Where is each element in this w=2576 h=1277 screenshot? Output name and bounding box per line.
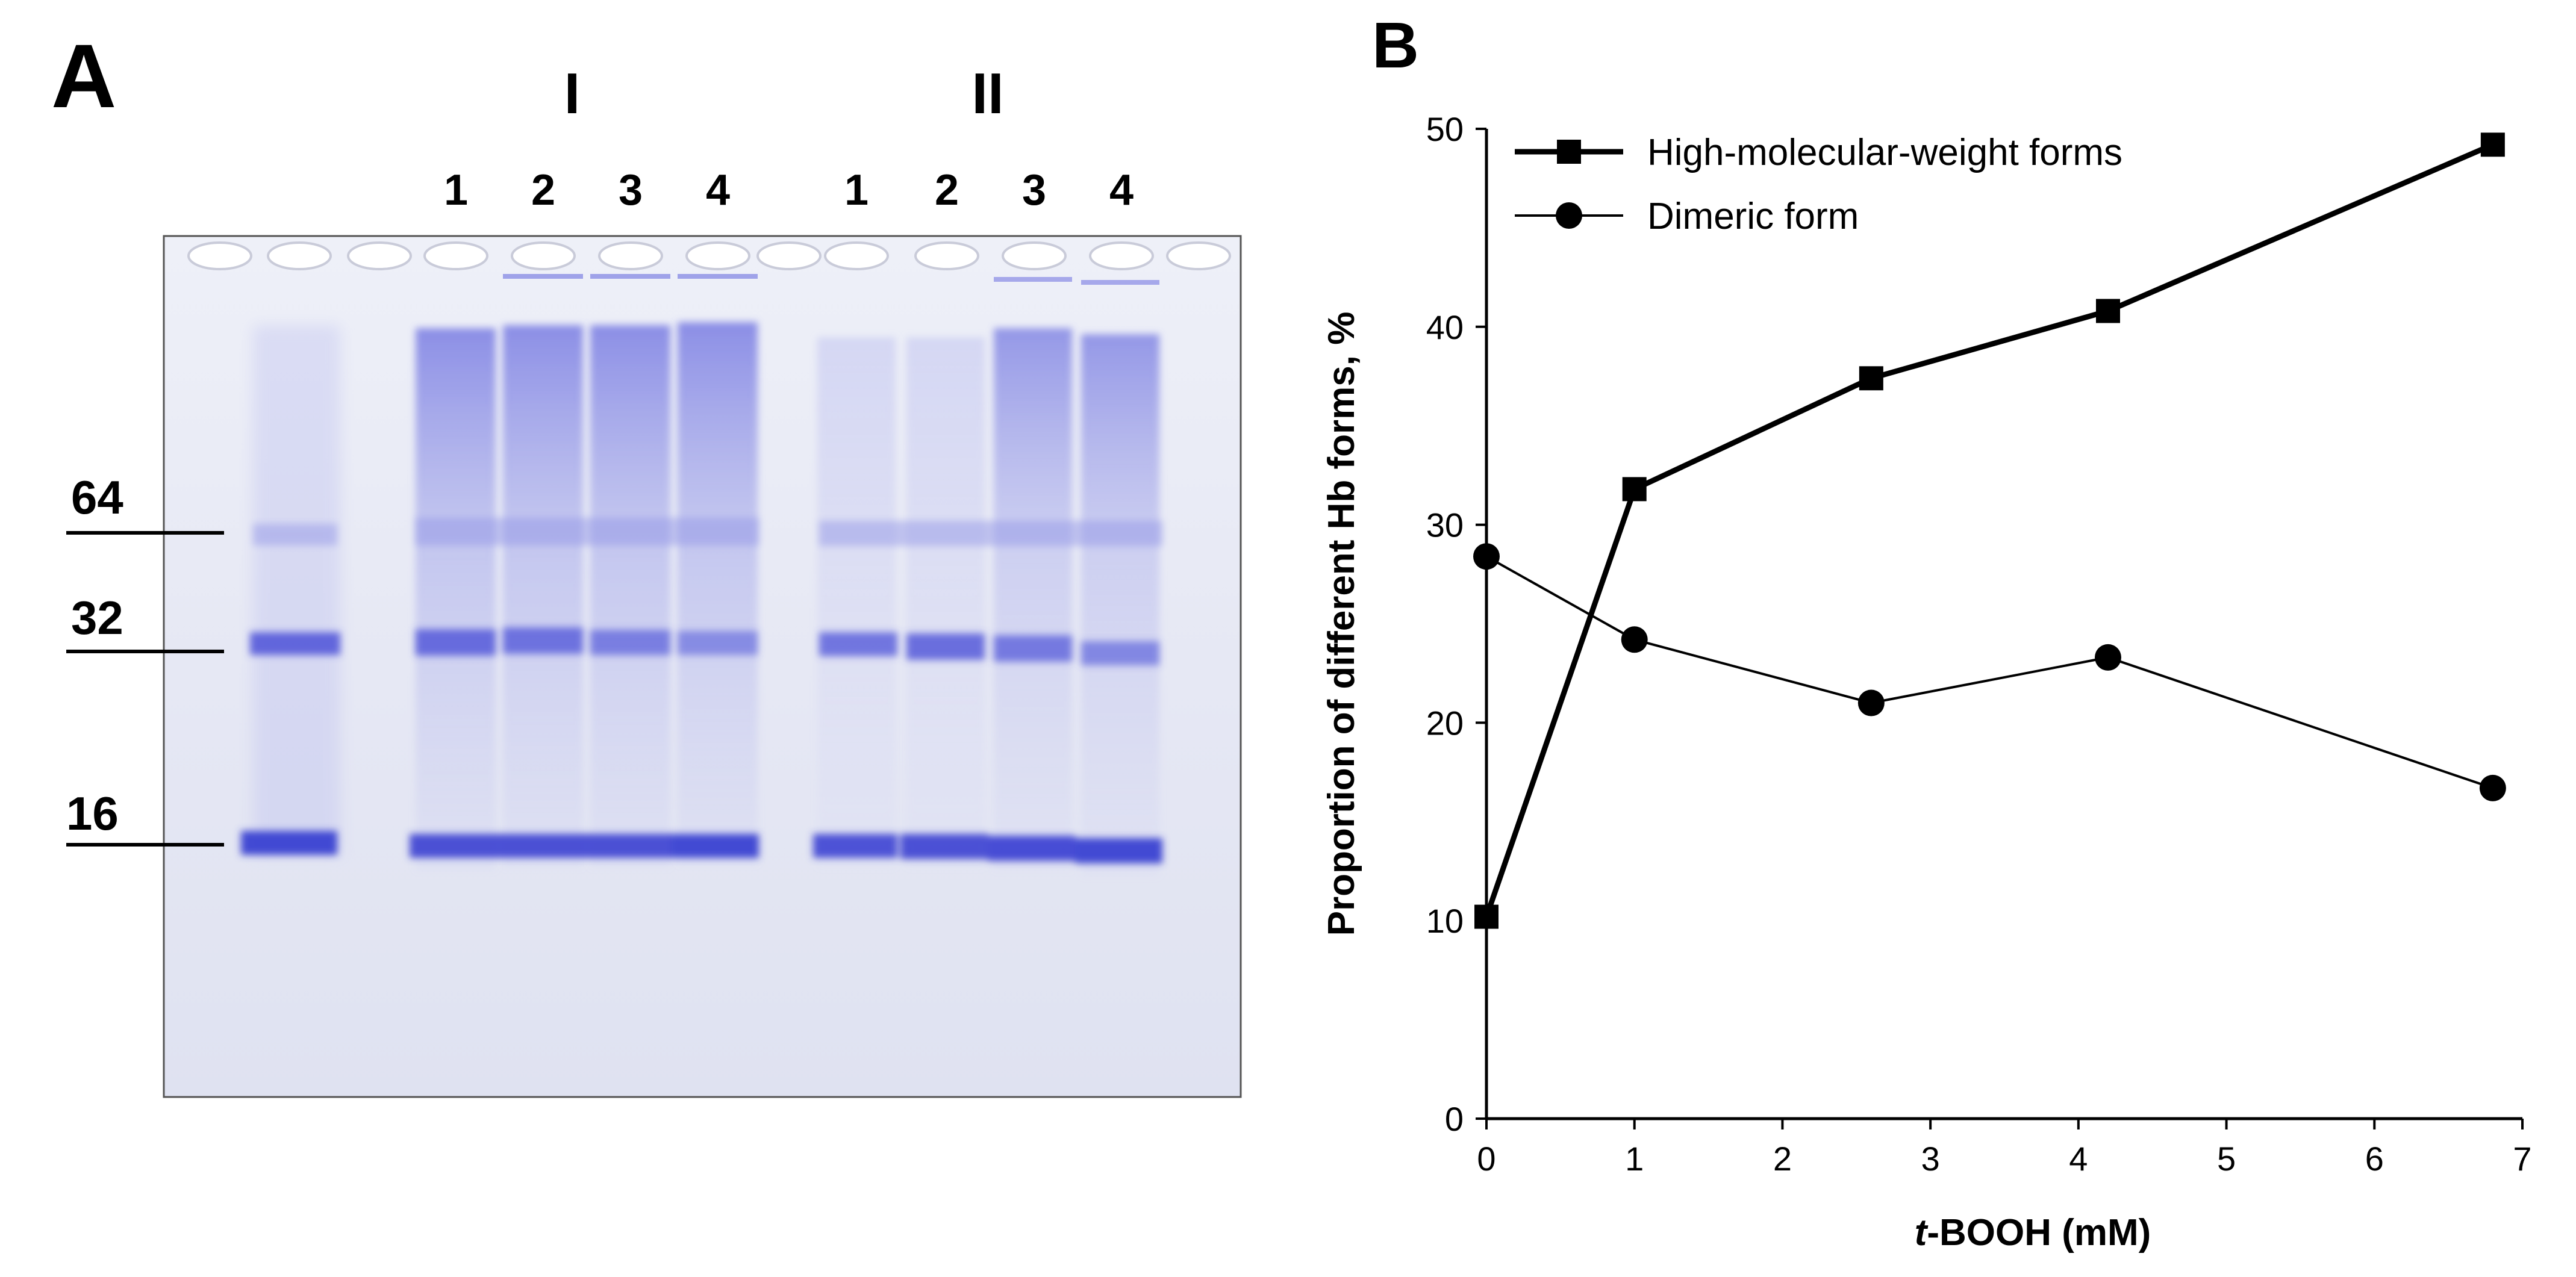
group-label-i: I — [564, 61, 581, 126]
marker-64: 64 — [66, 471, 224, 535]
lane-number-ii-3: 3 — [1022, 166, 1046, 214]
panel-a-letter: A — [51, 25, 116, 126]
marker-16-label: 16 — [66, 787, 119, 840]
data-point-high-molecular-weight — [1474, 904, 1499, 929]
y-tick-label: 20 — [1426, 704, 1464, 742]
x-tick-label: 5 — [2217, 1140, 2236, 1178]
chart-axes: 0 10 20 30 40 50 0 1 2 3 4 5 6 7 — [1426, 110, 2532, 1178]
y-tick-label: 30 — [1426, 506, 1464, 544]
legend-marker-square — [1557, 140, 1581, 164]
data-point-dimeric — [1473, 543, 1500, 570]
x-axis-label: t-BOOH (mM) — [1915, 1212, 2151, 1254]
y-axis-label: Proportion of different Hb forms, % — [1321, 312, 1362, 936]
y-tick-label: 50 — [1426, 110, 1464, 148]
x-tick-label: 1 — [1625, 1140, 1644, 1178]
marker-16: 16 — [66, 787, 224, 847]
gel-image — [163, 235, 1242, 1098]
lane-number-ii-4: 4 — [1109, 166, 1134, 214]
y-tick-label: 40 — [1426, 308, 1464, 346]
marker-64-label: 64 — [71, 471, 123, 524]
legend-label: Dimeric form — [1647, 196, 1859, 237]
x-tick-label: 4 — [2069, 1140, 2088, 1178]
lane-number-ii-1: 1 — [844, 166, 869, 214]
x-tick-label: 7 — [2513, 1140, 2531, 1178]
lane-number-ii-2: 2 — [935, 166, 959, 214]
legend-label: High-molecular-weight forms — [1647, 132, 2122, 173]
data-point-dimeric — [1621, 626, 1648, 653]
x-tick-label: 0 — [1477, 1140, 1495, 1178]
lane-number-i-4: 4 — [706, 166, 730, 214]
data-point-high-molecular-weight — [2096, 299, 2120, 323]
data-point-dimeric — [2479, 774, 2506, 801]
x-axis-label-italic: t — [1915, 1212, 1929, 1254]
data-point-high-molecular-weight — [1622, 477, 1647, 502]
x-tick-label: 2 — [1773, 1140, 1792, 1178]
data-point-dimeric — [2095, 644, 2121, 671]
series-line-dimeric — [1486, 555, 2493, 789]
data-point-dimeric — [1857, 689, 1885, 716]
lane-number-i-1: 1 — [444, 166, 468, 214]
panel-b-chart: B Proportion of different Hb forms, % t-… — [1321, 8, 2532, 1254]
chart-legend: High-molecular-weight forms Dimeric form — [1515, 132, 2122, 237]
x-axis-label-rest: -BOOH (mM) — [1927, 1212, 2151, 1254]
group-label-ii: II — [971, 61, 1003, 126]
legend-marker-circle — [1556, 202, 1582, 229]
marker-32-label: 32 — [71, 591, 123, 644]
marker-32: 32 — [66, 591, 224, 653]
series-line-high-molecular-weight — [1483, 142, 2494, 918]
x-tick-label: 6 — [2365, 1140, 2384, 1178]
panel-a-gel: A I II 1 2 3 4 1 2 3 4 — [51, 25, 1242, 1098]
lane-number-i-2: 2 — [531, 166, 555, 214]
y-tick-label: 10 — [1426, 902, 1464, 940]
chart-series — [1473, 132, 2506, 929]
data-point-high-molecular-weight — [1859, 366, 1883, 391]
data-point-high-molecular-weight — [2480, 132, 2505, 157]
panel-b-letter: B — [1372, 8, 1419, 81]
y-tick-label: 0 — [1445, 1100, 1464, 1138]
lane-number-i-3: 3 — [619, 166, 643, 214]
x-tick-label: 3 — [1921, 1140, 1940, 1178]
